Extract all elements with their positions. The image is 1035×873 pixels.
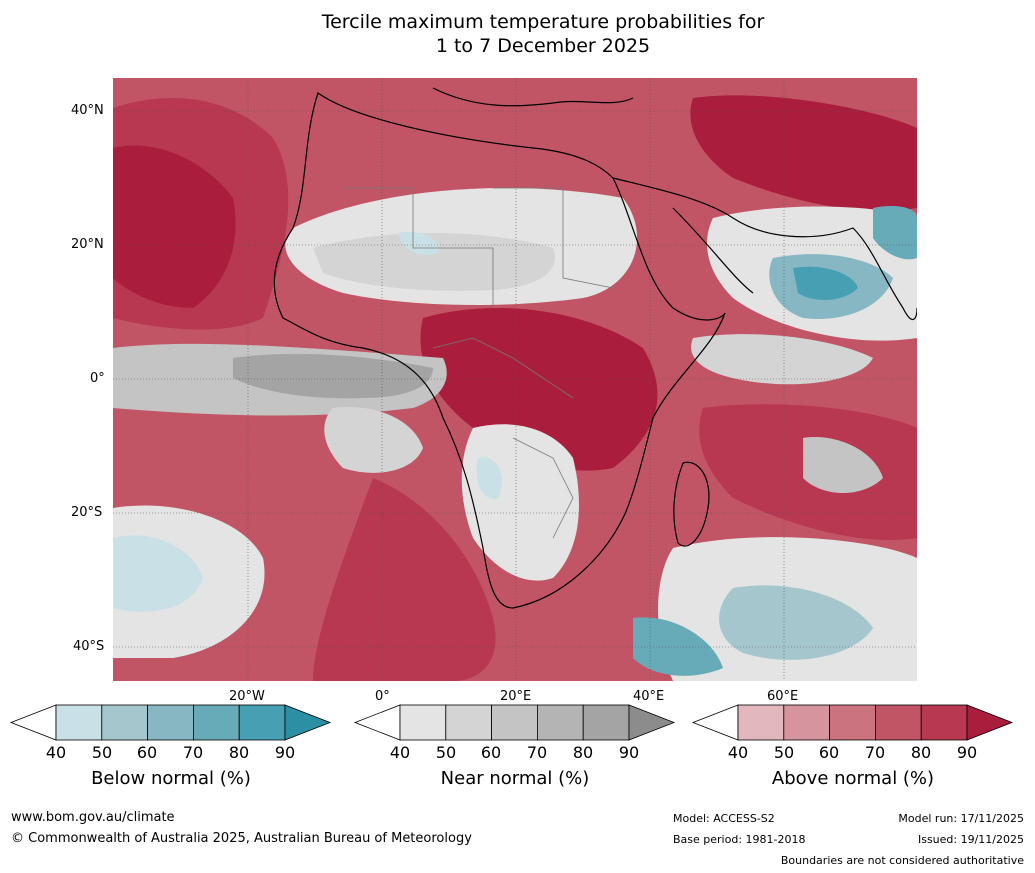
lon-label-40e: 40°E bbox=[633, 689, 665, 704]
lon-label-60e: 60°E bbox=[767, 689, 799, 704]
madagascar-coastline bbox=[673, 461, 710, 547]
red-sea-coastline bbox=[672, 207, 754, 294]
footer-model: Model: ACCESS-S2 bbox=[673, 812, 775, 825]
near-tick-90: 90 bbox=[618, 743, 640, 762]
lat-label-40s: 40°S bbox=[73, 639, 105, 654]
lat-label-equator: 0° bbox=[90, 371, 105, 386]
title-line-1: Tercile maximum temperature probabilitie… bbox=[321, 11, 765, 33]
map-title: Tercile maximum temperature probabilitie… bbox=[0, 10, 1035, 58]
below-colorbar-under-triangle bbox=[9, 704, 57, 741]
colorbar-near bbox=[353, 704, 676, 741]
country-borders bbox=[343, 187, 614, 539]
above-colorbar-segment-3 bbox=[829, 704, 876, 741]
below-colorbar-segment-5 bbox=[238, 704, 286, 741]
footer-copyright: © Commonwealth of Australia 2025, Austra… bbox=[11, 831, 472, 846]
above-colorbar-under-triangle bbox=[691, 704, 739, 741]
footer-base-period: Base period: 1981-2018 bbox=[673, 833, 806, 846]
near-tick-60: 60 bbox=[480, 743, 502, 762]
colorbar-below-svg bbox=[9, 704, 332, 741]
below-tick-80: 80 bbox=[228, 743, 250, 762]
map-canvas bbox=[113, 78, 917, 681]
asia-coastline bbox=[612, 177, 917, 321]
equatorial-near-peak bbox=[233, 353, 433, 399]
footer-issued: Issued: 19/11/2025 bbox=[917, 833, 1024, 846]
near-tick-70: 70 bbox=[526, 743, 548, 762]
near-colorbar-segment-2 bbox=[445, 704, 493, 741]
below-tick-60: 60 bbox=[136, 743, 158, 762]
southern-indian-below bbox=[719, 585, 873, 660]
near-tick-80: 80 bbox=[572, 743, 594, 762]
sahara-near-core bbox=[313, 233, 555, 291]
colorbar-above bbox=[691, 704, 1014, 741]
lon-label-0: 0° bbox=[375, 689, 390, 704]
colorbar-above-svg bbox=[691, 704, 1014, 741]
atlantic-above-peak bbox=[113, 145, 236, 308]
southern-indian-below-peak bbox=[633, 617, 723, 676]
india-below-patch bbox=[873, 206, 917, 260]
near-colorbar-segment-5 bbox=[582, 704, 630, 741]
above-colorbar-segment-5 bbox=[920, 704, 968, 741]
sahara-below-patch bbox=[398, 231, 439, 255]
border-d bbox=[512, 437, 574, 539]
colorbar-below bbox=[9, 704, 332, 741]
above-tick-60: 60 bbox=[818, 743, 840, 762]
west-indian-near bbox=[691, 334, 873, 385]
above-tick-80: 80 bbox=[910, 743, 932, 762]
graticule bbox=[113, 78, 917, 681]
above-colorbar-segment-4 bbox=[874, 704, 922, 741]
probability-map bbox=[113, 78, 917, 681]
lon-label-20w: 20°W bbox=[229, 689, 265, 704]
above-tick-70: 70 bbox=[864, 743, 886, 762]
colorbar-above-title: Above normal (%) bbox=[771, 768, 935, 789]
colorbar-below-title: Below normal (%) bbox=[91, 768, 251, 789]
below-tick-90: 90 bbox=[274, 743, 296, 762]
colorbar-near-title: Near normal (%) bbox=[440, 768, 590, 789]
lat-label-20n: 20°N bbox=[71, 237, 104, 252]
lat-label-20s: 20°S bbox=[71, 505, 103, 520]
arabian-sea-below-peak bbox=[793, 266, 858, 300]
mediterranean-coastline bbox=[432, 87, 634, 107]
title-line-2: 1 to 7 December 2025 bbox=[435, 35, 651, 57]
near-colorbar-over-triangle bbox=[628, 704, 676, 741]
africa-coastline bbox=[273, 92, 726, 609]
border-a bbox=[343, 187, 494, 308]
border-c bbox=[432, 337, 574, 399]
near-colorbar-segment-4 bbox=[536, 704, 584, 741]
below-tick-70: 70 bbox=[182, 743, 204, 762]
above-tick-50: 50 bbox=[773, 743, 795, 762]
asia-above-peak bbox=[690, 95, 917, 211]
lon-label-20e: 20°E bbox=[500, 689, 532, 704]
footer-model-run: Model run: 17/11/2025 bbox=[898, 812, 1024, 825]
mascarene-near bbox=[803, 437, 883, 493]
gulf-guinea-near bbox=[324, 407, 423, 473]
coastlines bbox=[273, 87, 917, 609]
below-colorbar-segment-1 bbox=[55, 704, 103, 741]
above-colorbar-segment-1 bbox=[737, 704, 785, 741]
above-colorbar-segment-2 bbox=[783, 704, 831, 741]
below-colorbar-segment-2 bbox=[101, 704, 149, 741]
colorbar-near-svg bbox=[353, 704, 676, 741]
lat-label-40n: 40°N bbox=[71, 103, 104, 118]
below-colorbar-segment-3 bbox=[147, 704, 194, 741]
footer-disclaimer: Boundaries are not considered authoritat… bbox=[780, 854, 1024, 867]
footer-website-link[interactable]: www.bom.gov.au/climate bbox=[11, 810, 175, 825]
near-colorbar-under-triangle bbox=[353, 704, 401, 741]
namibia-below-patch bbox=[476, 457, 502, 499]
near-tick-40: 40 bbox=[389, 743, 411, 762]
south-atlantic-below bbox=[113, 535, 203, 612]
border-b bbox=[493, 187, 614, 289]
near-colorbar-segment-1 bbox=[399, 704, 447, 741]
near-colorbar-segment-3 bbox=[491, 704, 538, 741]
above-tick-40: 40 bbox=[727, 743, 749, 762]
below-colorbar-over-triangle bbox=[284, 704, 332, 741]
above-tick-90: 90 bbox=[956, 743, 978, 762]
south-atlantic-above-high bbox=[313, 478, 496, 681]
below-colorbar-segment-4 bbox=[192, 704, 240, 741]
near-tick-50: 50 bbox=[435, 743, 457, 762]
below-tick-50: 50 bbox=[91, 743, 113, 762]
below-tick-40: 40 bbox=[45, 743, 67, 762]
above-colorbar-over-triangle bbox=[966, 704, 1014, 741]
